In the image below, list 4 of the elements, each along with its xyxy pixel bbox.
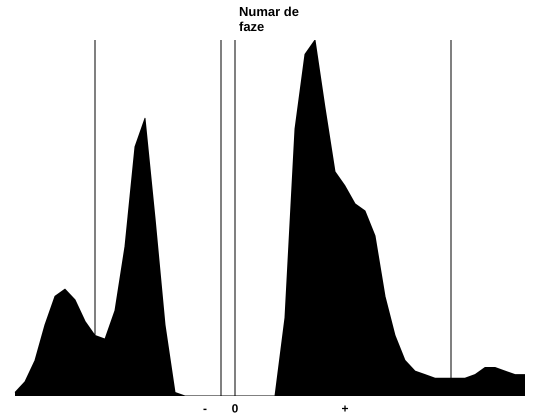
y-axis-title: Numar de faze (239, 4, 299, 34)
x-tick-label: - (203, 402, 207, 416)
x-tick-label: 0 (232, 402, 239, 416)
x-tick-label: + (341, 402, 349, 416)
